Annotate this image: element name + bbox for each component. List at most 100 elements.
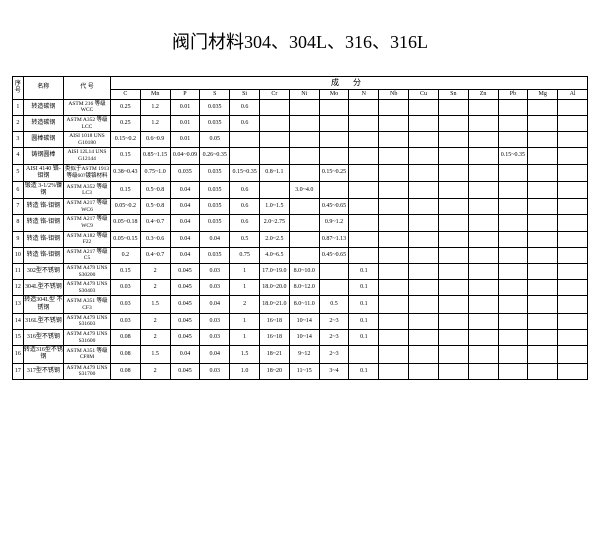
cell-value xyxy=(498,296,528,313)
cell-value: 0.75 xyxy=(230,247,260,263)
cell-value: 1 xyxy=(230,280,260,296)
cell-seq: 16 xyxy=(13,346,24,363)
table-row: 6锻造 3-1/2%镍钢ASTM A352 等级LC30.150.5~0.80.… xyxy=(13,181,588,198)
cell-value: 0.5 xyxy=(319,296,349,313)
cell-value xyxy=(319,280,349,296)
cell-value xyxy=(319,115,349,131)
cell-value xyxy=(260,132,290,148)
cell-value: 0.15 xyxy=(110,148,140,164)
cell-value: 18.0~21.0 xyxy=(260,296,290,313)
cell-value xyxy=(468,231,498,247)
cell-value xyxy=(468,181,498,198)
cell-value xyxy=(379,164,409,181)
cell-name: 转造 铬-钼钢 xyxy=(23,215,63,231)
cell-value: 0.035 xyxy=(200,99,230,115)
cell-value xyxy=(289,164,319,181)
cell-value xyxy=(498,329,528,345)
cell-seq: 14 xyxy=(13,313,24,329)
cell-value: 2 xyxy=(140,280,170,296)
cell-value xyxy=(558,264,588,280)
cell-value: 2.0~2.5 xyxy=(260,231,290,247)
cell-value xyxy=(438,313,468,329)
cell-seq: 3 xyxy=(13,132,24,148)
cell-value xyxy=(379,264,409,280)
table-row: 17317型不锈钢ASTM A479 UNS S317000.0820.0450… xyxy=(13,363,588,379)
cell-value: 0.1 xyxy=(349,329,379,345)
cell-value: 0.05~0.2 xyxy=(110,199,140,215)
cell-code: ASTM A182 等级F22 xyxy=(64,231,111,247)
cell-value xyxy=(379,329,409,345)
cell-value xyxy=(528,231,558,247)
cell-value xyxy=(558,132,588,148)
cell-value xyxy=(438,247,468,263)
cell-seq: 6 xyxy=(13,181,24,198)
cell-value: 16~18 xyxy=(260,329,290,345)
cell-name: 铸钢圆棒 xyxy=(23,148,63,164)
table-row: 5AISI 4140 铬-钼钢类似于ASTM 1913等级60?镀铬材料0.38… xyxy=(13,164,588,181)
col-element: Sn xyxy=(438,89,468,99)
cell-value xyxy=(498,264,528,280)
cell-value: 18~21 xyxy=(260,346,290,363)
cell-value: 0.03 xyxy=(200,264,230,280)
cell-value: 0.045 xyxy=(170,363,200,379)
cell-value xyxy=(289,99,319,115)
cell-value xyxy=(409,132,439,148)
cell-value: 0.85~1.15 xyxy=(140,148,170,164)
cell-name: 圆棒碳钢 xyxy=(23,132,63,148)
cell-value xyxy=(349,215,379,231)
cell-value: 2~3 xyxy=(319,346,349,363)
cell-value xyxy=(528,247,558,263)
cell-value xyxy=(409,313,439,329)
cell-value xyxy=(379,363,409,379)
cell-value xyxy=(438,296,468,313)
cell-value xyxy=(409,346,439,363)
cell-seq: 9 xyxy=(13,231,24,247)
col-element: Si xyxy=(230,89,260,99)
cell-value xyxy=(438,346,468,363)
cell-value: 0.04 xyxy=(200,346,230,363)
table-row: 4铸钢圆棒AISI 12L14 UNS G121440.150.85~1.150… xyxy=(13,148,588,164)
cell-value xyxy=(468,115,498,131)
cell-value xyxy=(468,264,498,280)
cell-code: ASTM A217 等级WC9 xyxy=(64,215,111,231)
cell-value xyxy=(498,181,528,198)
cell-value: 10~14 xyxy=(289,313,319,329)
cell-value xyxy=(528,280,558,296)
cell-name: AISI 4140 铬-钼钢 xyxy=(23,164,63,181)
cell-value: 0.035 xyxy=(200,247,230,263)
cell-value xyxy=(498,346,528,363)
table-row: 16转造316型不锈钢ASTM A351 等级CF8M0.081.50.040.… xyxy=(13,346,588,363)
cell-value xyxy=(289,247,319,263)
cell-value: 0.08 xyxy=(110,329,140,345)
cell-value: 0.26~0.35 xyxy=(200,148,230,164)
cell-name: 转造 铬-钼钢 xyxy=(23,247,63,263)
table-row: 8转造 铬-钼钢ASTM A217 等级WC90.05~0.180.4~0.70… xyxy=(13,215,588,231)
cell-value: 0.03 xyxy=(110,280,140,296)
cell-value: 0.6 xyxy=(230,199,260,215)
cell-seq: 1 xyxy=(13,99,24,115)
cell-value: 0.1 xyxy=(349,313,379,329)
table-row: 9转造 铬-钼钢ASTM A182 等级F220.05~0.150.3~0.60… xyxy=(13,231,588,247)
cell-value: 3~4 xyxy=(319,363,349,379)
cell-value xyxy=(409,215,439,231)
cell-value: 0.2 xyxy=(110,247,140,263)
cell-value: 0.15 xyxy=(110,264,140,280)
cell-value: 0.04 xyxy=(170,181,200,198)
cell-value: 9~12 xyxy=(289,346,319,363)
cell-code: ASTM A479 UNS S31700 xyxy=(64,363,111,379)
cell-value: 0.15 xyxy=(110,181,140,198)
cell-value xyxy=(409,247,439,263)
cell-value xyxy=(528,199,558,215)
cell-value: 0.5~0.8 xyxy=(140,199,170,215)
cell-value: 0.15~0.35 xyxy=(230,164,260,181)
cell-value: 1.0 xyxy=(230,363,260,379)
cell-value: 0.01 xyxy=(170,115,200,131)
cell-seq: 5 xyxy=(13,164,24,181)
cell-value: 0.05~0.15 xyxy=(110,231,140,247)
cell-value: 0.08 xyxy=(110,346,140,363)
cell-seq: 15 xyxy=(13,329,24,345)
cell-name: 锻造 3-1/2%镍钢 xyxy=(23,181,63,198)
cell-value xyxy=(468,313,498,329)
table-row: 13转造304L型 不锈钢ASTM A351 等级CF30.031.50.045… xyxy=(13,296,588,313)
cell-value xyxy=(438,264,468,280)
